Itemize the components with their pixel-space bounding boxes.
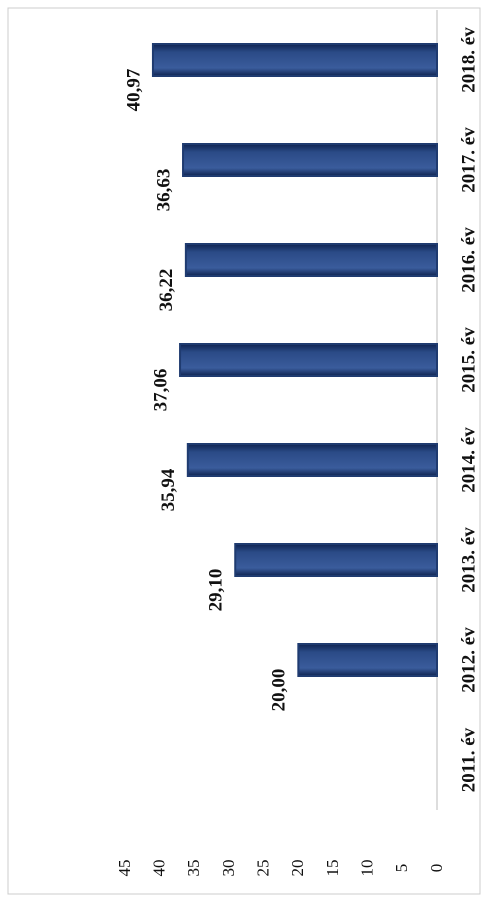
bar (151, 43, 438, 77)
data-label: 20,00 (269, 669, 290, 712)
x-tick-label: 2014. év (458, 427, 479, 493)
bar (182, 143, 438, 177)
y-tick-label: 10 (358, 860, 377, 877)
x-tick-label: 2011. év (458, 727, 479, 792)
y-tick-label: 20 (288, 860, 307, 877)
y-tick-label: 45 (115, 860, 134, 877)
x-tick-label: 2015. év (458, 327, 479, 393)
y-tick-label: 5 (392, 864, 411, 873)
x-tick-label: 2017. év (458, 127, 479, 193)
bar (179, 343, 438, 377)
data-label: 36,22 (156, 269, 177, 312)
data-label: 40,97 (123, 68, 144, 111)
x-tick-label: 2016. év (458, 227, 479, 293)
data-label: 37,06 (150, 369, 171, 412)
bar (297, 643, 439, 677)
y-tick-label: 35 (184, 860, 203, 877)
x-tick-label: 2012. év (458, 627, 479, 693)
y-tick-label: 40 (150, 860, 169, 877)
x-tick-label: 2018. év (458, 27, 479, 93)
y-tick-label: 0 (427, 864, 446, 873)
chart-frame (7, 7, 481, 895)
data-label: 35,94 (158, 468, 179, 511)
y-tick-label: 25 (254, 860, 273, 877)
y-tick-label: 15 (323, 860, 342, 877)
data-label: 36,63 (153, 169, 174, 212)
bar (186, 443, 438, 477)
data-label: 29,10 (206, 569, 227, 612)
y-tick-label: 30 (219, 860, 238, 877)
plot: 0 5 10 15 20 25 30 35 40 45 2011. év 2012. év 20,00 2… (115, 10, 479, 877)
bar (184, 243, 438, 277)
x-tick-label: 2013. év (458, 527, 479, 593)
bar (234, 543, 438, 577)
